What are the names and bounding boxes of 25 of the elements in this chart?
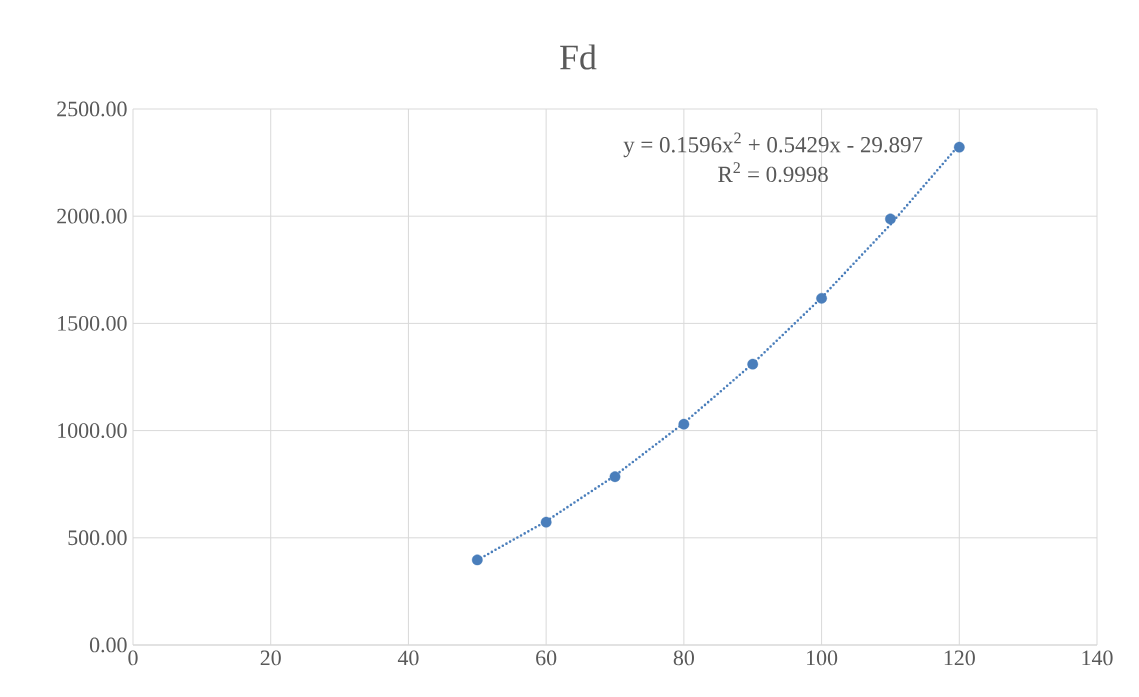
annotation: y = 0.1596x$^{2}$ + 0.5429x - 29.897 (623, 132, 923, 158)
x-tick-label: 40 (397, 650, 419, 666)
point (540, 516, 552, 528)
y-tick-label: 500.00 (68, 530, 127, 546)
y-tick-label: 0.00 (89, 637, 127, 653)
point (885, 213, 896, 225)
point (953, 141, 965, 153)
x-tick-label: 0 (128, 650, 138, 666)
point (471, 554, 483, 566)
annotation: R$^{2}$ = 0.9998 (718, 162, 828, 183)
x-tick-label: 100 (807, 650, 838, 666)
point (678, 418, 690, 430)
x-tick-label: 140 (1082, 650, 1113, 666)
point (609, 471, 621, 483)
x-tick-label: 60 (536, 650, 557, 666)
x-tick-label: 20 (260, 650, 281, 666)
chart-title: Fd (560, 44, 597, 70)
point (816, 292, 827, 304)
y-tick-label: 2500.00 (57, 101, 127, 117)
y-tick-label: 2000.00 (57, 208, 127, 224)
x-tick-label: 120 (944, 650, 975, 666)
x-tick-label: 80 (673, 650, 694, 666)
point (747, 358, 759, 370)
y-tick-label: 1500.00 (58, 315, 127, 331)
y-tick-label: 1000.00 (58, 423, 127, 439)
